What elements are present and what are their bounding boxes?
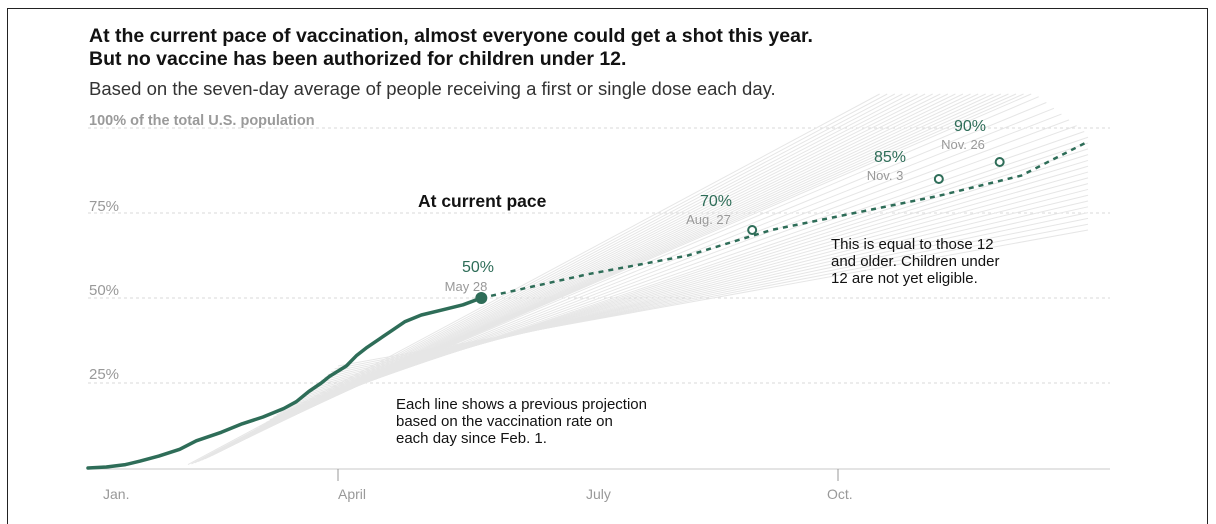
milestone-85-pct: 85% [873,149,907,166]
x-tick-label-july: July [586,486,611,502]
milestone-marker-50 [475,292,488,304]
previous-projection-line [337,229,1089,367]
previous-projections-layer [187,93,1089,466]
previous-projection-line [324,206,1089,378]
headline-line-2: But no vaccine has been authorized for c… [89,48,627,70]
headline-line-1: At the current pace of vaccination, almo… [89,25,813,47]
actual-vaccination-line [86,296,484,470]
x-tick-label-jan: Jan. [103,486,130,502]
annotation-eligibility: This is equal to those 12 and older. Chi… [831,236,1000,287]
y-tick-label-50: 50% [89,282,120,299]
previous-projection-line [320,200,1089,381]
previous-projection-line [307,177,1089,392]
x-tick-label-oct: Oct. [827,486,853,502]
chart-headline: At the current pace of vaccination, almo… [89,25,813,71]
previous-projection-line [317,194,1089,384]
milestone-50-date: May 28 [444,279,488,294]
x-axis-layer [88,468,1110,481]
milestone-marker-85 [933,174,944,184]
milestone-marker-90 [994,157,1005,167]
annotation-previous-projections: Each line shows a previous projection ba… [396,396,647,447]
milestone-90-pct: 90% [953,118,987,135]
annotation-current-pace: At current pace [418,191,547,211]
y-tick-label-100: 100% of the total U.S. population [89,113,315,129]
milestone-markers-layer [475,157,1005,304]
milestone-70-pct: 70% [699,193,733,210]
series-layer [86,140,1089,470]
chart-frame [7,8,1208,524]
milestone-50-pct: 50% [461,259,495,276]
y-tick-label-25: 25% [89,366,120,383]
previous-projection-line [331,217,1089,373]
previous-projection-line [310,183,1089,390]
x-tick-label-april: April [338,486,367,502]
previous-projection-line [314,188,1089,387]
y-tick-label-75: 75% [89,198,120,215]
previous-projection-line [327,212,1089,376]
milestone-85-date: Nov. 3 [866,168,904,183]
current-pace-projection-line [481,140,1089,300]
milestone-70-date: Aug. 27 [686,212,731,227]
milestone-marker-70 [747,225,758,235]
milestone-90-date: Nov. 26 [941,137,985,152]
chart-subhead: Based on the seven-day average of people… [89,78,776,99]
previous-projection-line [334,223,1089,370]
